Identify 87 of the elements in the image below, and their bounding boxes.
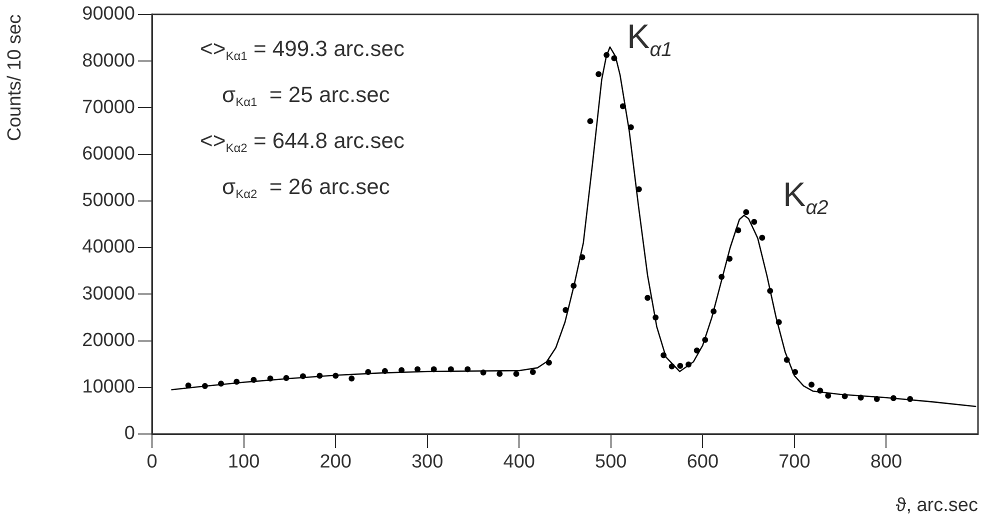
point	[652, 314, 659, 320]
annotation: <>$_{Kα1}$ = 499.3 arc.sec	[200, 36, 404, 64]
point	[218, 380, 224, 387]
point	[890, 395, 896, 402]
x-axis-title: ϑ, arc.sec	[896, 494, 978, 516]
y-tick-label: 50000	[82, 190, 135, 212]
point	[316, 372, 323, 379]
point	[759, 234, 766, 241]
point	[513, 370, 520, 377]
point	[735, 227, 742, 234]
x-tick-label: 800	[870, 452, 902, 473]
point	[907, 396, 914, 402]
y-tick-label: 40000	[82, 236, 135, 258]
point	[234, 378, 240, 385]
point	[710, 308, 717, 314]
point	[792, 368, 798, 375]
x-tick-label: 0	[146, 452, 158, 473]
point	[776, 319, 782, 326]
point	[464, 366, 471, 372]
y-tick-label: 30000	[82, 283, 135, 304]
point	[874, 396, 880, 402]
y-axis-title: Counts/ 10 sec	[4, 14, 26, 142]
point	[784, 356, 790, 363]
point	[250, 376, 257, 383]
point	[694, 348, 700, 354]
point	[726, 256, 733, 262]
x-tick-label: 200	[320, 452, 352, 473]
point	[530, 368, 536, 375]
point	[677, 362, 684, 369]
y-tick-label: 70000	[82, 96, 135, 118]
point	[628, 124, 634, 130]
x-tick-label: 700	[778, 452, 810, 473]
point	[562, 306, 569, 313]
point	[620, 103, 626, 110]
point	[817, 388, 824, 394]
point	[579, 254, 586, 260]
point	[702, 336, 708, 343]
point	[660, 352, 667, 358]
annotation: K$_{α2}$	[783, 176, 828, 220]
point	[267, 376, 274, 382]
point	[300, 373, 306, 380]
point	[718, 274, 725, 280]
point	[842, 393, 848, 400]
point	[825, 392, 832, 399]
point	[644, 294, 651, 301]
point	[348, 376, 355, 382]
annotation: K$_{α1}$	[627, 18, 672, 62]
annotation: σ$_{Kα2}$ = 26 arc.sec	[222, 174, 390, 202]
point	[480, 369, 486, 376]
point	[743, 209, 750, 216]
point	[430, 366, 437, 372]
y-tick-label: 10000	[82, 376, 135, 398]
y-tick-label: 20000	[82, 330, 135, 351]
point	[283, 375, 290, 382]
point	[636, 186, 642, 192]
y-tick-label: 0	[124, 423, 135, 444]
point	[596, 71, 602, 78]
x-tick-label: 600	[686, 452, 719, 473]
point	[751, 218, 758, 225]
x-tick-label: 500	[595, 452, 627, 473]
point	[496, 370, 503, 377]
y-tick-label: 80000	[82, 50, 135, 72]
point	[202, 382, 208, 389]
annotation: <>$_{Kα2}$ = 644.8 arc.sec	[200, 128, 404, 156]
point	[546, 360, 552, 366]
y-tick-label: 60000	[82, 144, 135, 164]
point	[767, 288, 774, 294]
annotation: σ$_{Kα1}$ = 25 arc.sec	[222, 82, 390, 110]
x-tick-label: 400	[503, 452, 535, 473]
point	[398, 367, 405, 374]
point	[414, 366, 421, 372]
point	[448, 366, 454, 372]
x-tick-label: 100	[228, 452, 260, 473]
point	[185, 382, 192, 389]
point	[382, 368, 388, 374]
point	[604, 52, 610, 58]
point	[587, 118, 594, 124]
point	[332, 372, 339, 379]
point	[668, 363, 675, 370]
point	[808, 382, 815, 388]
y-tick-label: 90000	[82, 4, 135, 25]
point	[611, 55, 618, 62]
point	[365, 368, 372, 375]
point	[858, 394, 864, 401]
x-tick-label: 300	[411, 452, 444, 473]
point	[570, 282, 577, 289]
point	[686, 362, 692, 368]
